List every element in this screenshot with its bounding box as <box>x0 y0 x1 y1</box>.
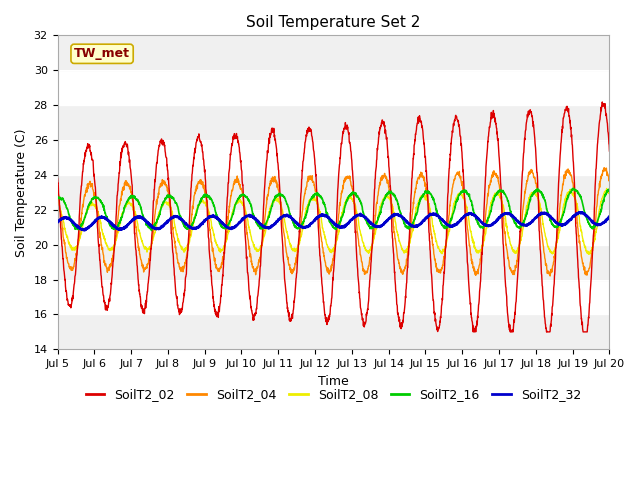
SoilT2_16 <box>148 228 156 233</box>
SoilT2_08 <box>603 186 611 192</box>
Text: TW_met: TW_met <box>74 48 130 60</box>
SoilT2_16 <box>362 217 369 223</box>
Legend: SoilT2_02, SoilT2_04, SoilT2_08, SoilT2_16, SoilT2_32: SoilT2_02, SoilT2_04, SoilT2_08, SoilT2_… <box>81 383 586 406</box>
SoilT2_02 <box>469 329 477 335</box>
SoilT2_08 <box>584 252 592 257</box>
SoilT2_02 <box>598 99 606 105</box>
SoilT2_04 <box>547 273 554 279</box>
Bar <box>58 36 609 70</box>
SoilT2_04 <box>349 192 357 198</box>
Title: Soil Temperature Set 2: Soil Temperature Set 2 <box>246 15 420 30</box>
SoilT2_16 <box>349 191 357 196</box>
SoilT2_02 <box>605 148 613 154</box>
Bar <box>58 245 609 279</box>
SoilT2_16 <box>494 190 502 195</box>
SoilT2_04 <box>207 240 215 245</box>
SoilT2_32 <box>349 215 357 220</box>
Bar <box>58 105 609 140</box>
SoilT2_04 <box>605 174 613 180</box>
SoilT2_16 <box>573 188 580 194</box>
X-axis label: Time: Time <box>318 374 349 388</box>
Line: SoilT2_16: SoilT2_16 <box>58 188 609 230</box>
SoilT2_08 <box>557 222 564 228</box>
SoilT2_16 <box>570 185 577 191</box>
SoilT2_08 <box>349 198 357 204</box>
SoilT2_04 <box>557 197 564 203</box>
SoilT2_32 <box>572 211 580 216</box>
Line: SoilT2_08: SoilT2_08 <box>58 189 609 254</box>
SoilT2_04 <box>572 201 580 207</box>
SoilT2_32 <box>494 216 502 222</box>
SoilT2_32 <box>362 215 369 220</box>
SoilT2_02 <box>207 273 215 279</box>
SoilT2_16 <box>208 197 216 203</box>
SoilT2_02 <box>362 321 369 327</box>
SoilT2_08 <box>572 198 580 204</box>
SoilT2_32 <box>557 222 564 228</box>
SoilT2_16 <box>557 216 564 222</box>
Line: SoilT2_02: SoilT2_02 <box>58 102 609 332</box>
Line: SoilT2_32: SoilT2_32 <box>58 212 609 230</box>
Bar <box>58 140 609 175</box>
SoilT2_04 <box>600 165 608 171</box>
SoilT2_04 <box>362 268 369 274</box>
SoilT2_02 <box>572 230 580 236</box>
Bar <box>58 175 609 210</box>
Bar <box>58 279 609 314</box>
Bar <box>58 70 609 105</box>
SoilT2_32 <box>575 209 583 215</box>
SoilT2_08 <box>605 190 613 195</box>
Bar <box>58 210 609 245</box>
SoilT2_16 <box>605 187 613 192</box>
SoilT2_08 <box>494 192 502 198</box>
SoilT2_32 <box>605 214 613 219</box>
SoilT2_02 <box>494 136 502 142</box>
SoilT2_32 <box>81 228 88 233</box>
SoilT2_02 <box>349 179 357 184</box>
Bar <box>58 314 609 349</box>
Line: SoilT2_04: SoilT2_04 <box>58 168 609 276</box>
SoilT2_16 <box>54 195 61 201</box>
SoilT2_08 <box>207 221 215 227</box>
Y-axis label: Soil Temperature (C): Soil Temperature (C) <box>15 128 28 257</box>
SoilT2_32 <box>208 213 216 219</box>
SoilT2_02 <box>54 176 61 181</box>
SoilT2_02 <box>557 141 564 146</box>
SoilT2_08 <box>54 204 61 210</box>
SoilT2_32 <box>54 219 61 225</box>
SoilT2_04 <box>494 175 502 181</box>
SoilT2_08 <box>362 246 369 252</box>
SoilT2_04 <box>54 192 61 198</box>
